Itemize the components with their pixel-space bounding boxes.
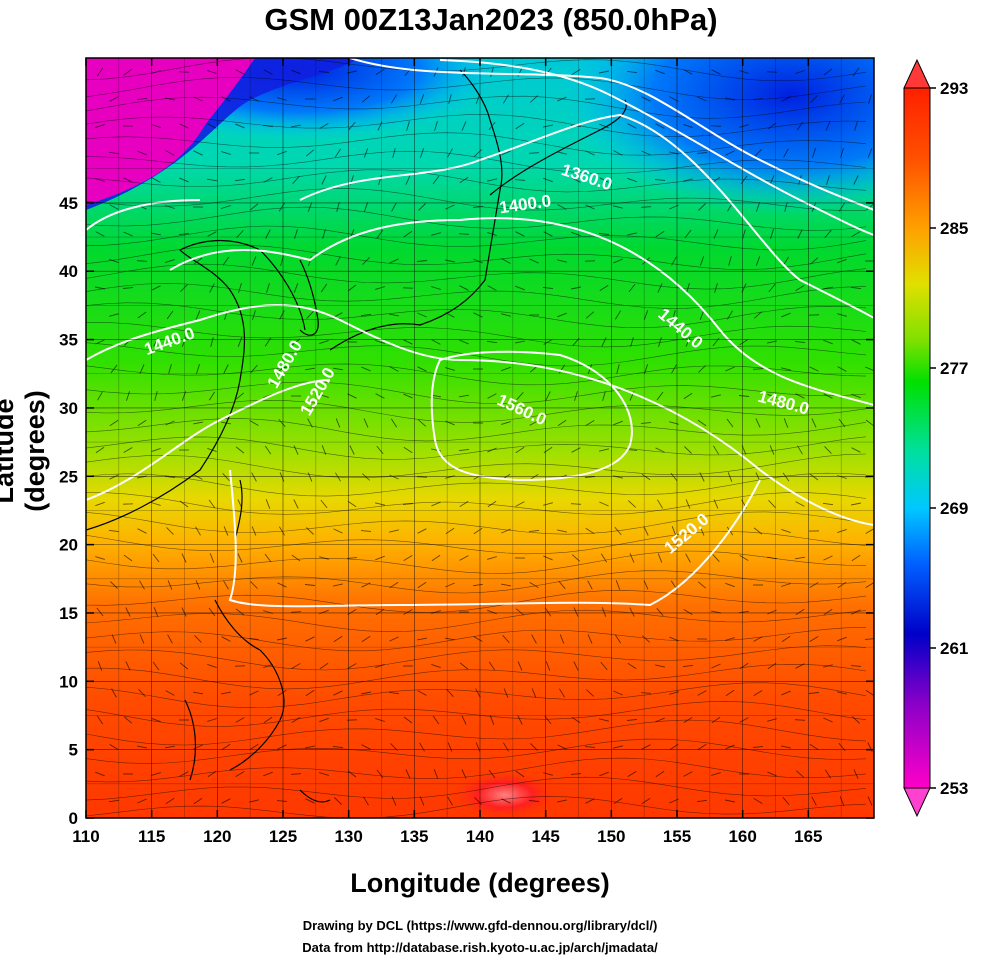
y-tick-label: 40: [59, 262, 78, 281]
geopotential-contours: [86, 58, 874, 608]
wind-streamlines: [86, 58, 874, 818]
x-tick-label: 135: [400, 827, 428, 846]
colorbar-tick-label: 269: [940, 499, 968, 518]
y-tick-label: 20: [59, 536, 78, 555]
colorbar-tick-label: 261: [940, 639, 968, 658]
colorbar: 293 285 277 269 261 253: [903, 58, 968, 818]
x-tick-label: 140: [466, 827, 494, 846]
x-tick-label: 160: [728, 827, 756, 846]
lat-lon-grid: [86, 58, 874, 818]
x-tick-label: 145: [531, 827, 559, 846]
warm-core-equator: [450, 770, 560, 818]
colorbar-tick-label: 293: [940, 79, 968, 98]
y-tick-label: 30: [59, 399, 78, 418]
y-tick-label: 45: [59, 194, 78, 213]
y-tick-label: 25: [59, 467, 78, 486]
colorbar-min-arrow: [903, 787, 931, 818]
x-tick-label: 110: [72, 827, 99, 846]
colorbar-tick-label: 253: [940, 779, 968, 798]
x-axis-label: Longitude (degrees): [350, 868, 610, 898]
colorbar-max-arrow: [903, 58, 931, 89]
x-tick-label: 115: [138, 827, 165, 846]
y-axis-ticks: 0 5 10 15 20 25 30 35 40 45: [59, 194, 874, 828]
x-tick-label: 125: [269, 827, 297, 846]
x-axis-ticks: 110 115 120 125 130 135 140 145 150 155 160 165: [72, 58, 823, 846]
chart-title: GSM 00Z13Jan2023 (850.0hPa): [264, 2, 718, 37]
x-tick-label: 120: [203, 827, 231, 846]
x-tick-label: 155: [663, 827, 691, 846]
x-tick-label: 130: [334, 827, 362, 846]
x-tick-label: 150: [597, 827, 625, 846]
credit-dcl: Drawing by DCL (https://www.gfd-dennou.o…: [302, 918, 658, 933]
x-tick-label: 165: [794, 827, 822, 846]
colorbar-tick-label: 285: [940, 219, 968, 238]
colorbar-scale: [903, 87, 931, 789]
y-tick-label: 0: [69, 809, 78, 828]
y-tick-label: 35: [59, 331, 78, 350]
credit-data-source: Data from http://database.rish.kyoto-u.a…: [302, 940, 658, 955]
y-tick-label: 15: [59, 604, 78, 623]
colorbar-tick-label: 277: [940, 359, 968, 378]
cold-core-magenta: [86, 58, 255, 205]
y-tick-label: 10: [59, 672, 78, 691]
y-tick-label: 5: [69, 741, 78, 760]
